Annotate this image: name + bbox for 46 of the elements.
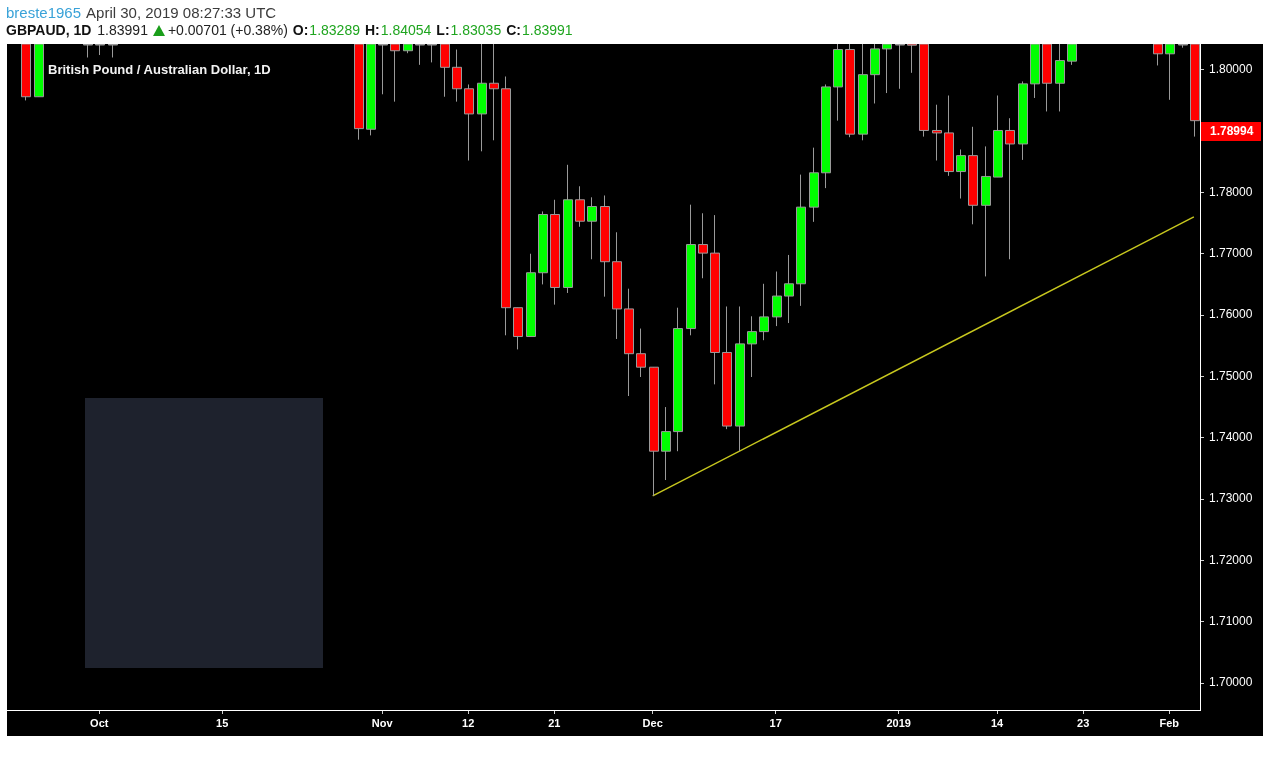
text: 1.83289 — [309, 22, 360, 38]
candlestick — [440, 44, 450, 98]
text: H: — [364, 22, 380, 38]
x-tick-label: Oct — [90, 716, 109, 729]
candlestick — [575, 185, 585, 228]
y-tick-label: 1.71000 — [1209, 614, 1253, 628]
x-tick-label: 21 — [548, 716, 561, 729]
x-tick-label: 17 — [769, 716, 782, 729]
candlestick — [1067, 44, 1077, 66]
candlestick — [661, 406, 671, 481]
chart-subtitle: GBPAUD, 1D — [6, 22, 92, 38]
x-tick-label: 14 — [990, 716, 1005, 729]
candlestick — [698, 212, 708, 279]
x-tick-label: Feb — [1159, 716, 1180, 729]
text: breste1965 — [6, 3, 82, 21]
text: April 30, 2019 08:27:33 UTC — [86, 3, 277, 21]
y-tick-label: 1.75000 — [1209, 368, 1253, 383]
x-tick-label: Nov — [371, 716, 394, 729]
text: O: — [292, 22, 309, 38]
y-tick-label: 1.70000 — [1209, 675, 1253, 690]
candlestick — [907, 44, 917, 74]
candlestick — [1055, 44, 1065, 112]
text: 1.78994 — [1210, 124, 1254, 138]
y-tick-label: 1.76000 — [1209, 307, 1253, 322]
x-tick-label: 12 — [462, 716, 475, 729]
text: 1.83991 — [97, 22, 148, 38]
text: British Pound / Australian Dollar, 1D — [48, 62, 271, 77]
y-tick-label: 1.77000 — [1209, 246, 1253, 261]
y-tick-label: 1.73000 — [1209, 491, 1253, 506]
text: 1.83035 — [450, 22, 502, 38]
y-tick-label: 1.74000 — [1209, 430, 1253, 445]
y-tick-label: 1.78000 — [1209, 184, 1253, 199]
candlestick — [636, 328, 646, 378]
text: +0.00701 (+0.38%) — [167, 22, 288, 38]
text: C: — [506, 22, 521, 38]
text: L: — [436, 22, 450, 38]
candlestick — [587, 196, 597, 260]
x-tick-label: 2019 — [886, 716, 911, 729]
x-tick-label: 15 — [216, 716, 229, 729]
x-tick-label: Dec — [642, 716, 663, 729]
text: 1.83991 — [521, 22, 573, 38]
x-tick-label: 23 — [1077, 716, 1090, 729]
text: 1.84054 — [380, 22, 432, 38]
y-tick-label: 1.80000 — [1209, 62, 1253, 77]
candlestick — [784, 254, 794, 324]
y-tick-label: 1.72000 — [1209, 552, 1253, 567]
